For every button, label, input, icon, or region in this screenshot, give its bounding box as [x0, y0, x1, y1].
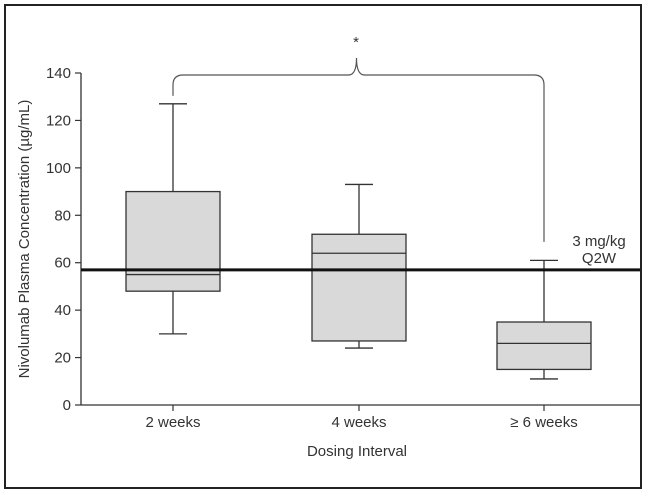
- annotations: [172, 57, 545, 242]
- y-tick-label-20: 20: [54, 350, 71, 367]
- box-group-2: [496, 259, 592, 380]
- y-tick-label-140: 140: [46, 65, 71, 82]
- significance-bracket: [172, 57, 545, 242]
- boxes: [125, 103, 592, 380]
- iqr-box: [311, 233, 407, 342]
- significance-marker: *: [353, 34, 359, 51]
- reference-line-label-line2: Q2W: [582, 250, 617, 267]
- x-axis-label: Dosing Interval: [307, 443, 407, 460]
- y-tick-label-40: 40: [54, 302, 71, 319]
- reference-line-label-line1: 3 mg/kg: [572, 233, 625, 250]
- iqr-box: [496, 321, 592, 371]
- x-tick-label-2: ≥ 6 weeks: [510, 414, 577, 431]
- y-tick-label-0: 0: [63, 397, 71, 414]
- x-tick-label-0: 2 weeks: [145, 414, 200, 431]
- y-axis-label: Nivolumab Plasma Concentration (µg/mL): [16, 100, 33, 379]
- y-tick-label-120: 120: [46, 112, 71, 129]
- iqr-box: [125, 190, 221, 292]
- box-group-0: [125, 103, 221, 335]
- x-tick-label-1: 4 weeks: [331, 414, 386, 431]
- y-tick-label-100: 100: [46, 160, 71, 177]
- box-group-1: [311, 183, 407, 349]
- y-tick-label-60: 60: [54, 255, 71, 272]
- y-tick-label-80: 80: [54, 207, 71, 224]
- axes: 0 20 40 60 80 100 120 140 2 weeks 4 weeks ≥ 6 week…: [46, 65, 640, 431]
